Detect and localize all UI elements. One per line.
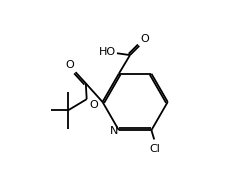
Text: O: O (66, 60, 75, 70)
Text: Cl: Cl (150, 144, 161, 154)
Text: O: O (140, 34, 149, 44)
Text: N: N (110, 126, 118, 136)
Text: O: O (89, 100, 98, 110)
Text: HO: HO (99, 47, 116, 57)
